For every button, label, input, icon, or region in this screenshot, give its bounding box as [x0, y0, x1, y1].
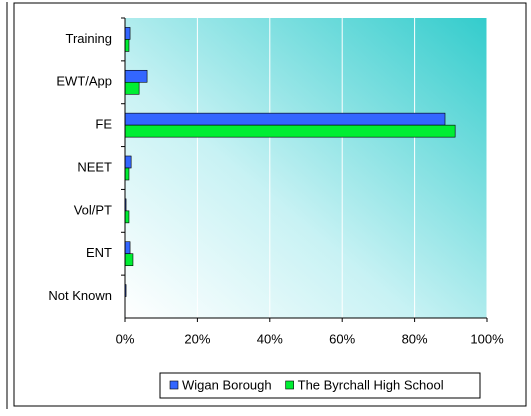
plot-area [125, 18, 487, 318]
bar [124, 253, 134, 267]
y-tick-label: ENT [86, 245, 112, 260]
legend-swatch [169, 380, 179, 390]
bar [124, 39, 130, 52]
y-tick-label: Not Known [48, 288, 112, 303]
y-tick-label: Vol/PT [74, 202, 112, 217]
y-tick-label: EWT/App [56, 74, 112, 89]
x-tick-label: 20% [184, 331, 210, 346]
bar [124, 167, 130, 181]
y-tick-label: NEET [77, 159, 112, 174]
bar [124, 27, 131, 40]
bar [124, 124, 456, 138]
x-tick-label: 100% [470, 331, 504, 346]
x-tick-label: 60% [329, 331, 355, 346]
bar [124, 155, 132, 169]
bar [124, 210, 130, 224]
y-tick-label: FE [95, 117, 112, 132]
legend [159, 372, 481, 399]
bar [124, 241, 131, 255]
bar [124, 69, 148, 83]
legend-label: Wigan Borough [182, 377, 272, 392]
bar [124, 112, 446, 126]
x-tick-label: 0% [116, 331, 135, 346]
x-tick-label: 80% [402, 331, 428, 346]
y-tick-label: Training [66, 31, 112, 46]
x-tick-label: 40% [257, 331, 283, 346]
bar [124, 81, 140, 95]
legend-label: The Byrchall High School [298, 377, 444, 392]
legend-swatch [285, 380, 294, 390]
